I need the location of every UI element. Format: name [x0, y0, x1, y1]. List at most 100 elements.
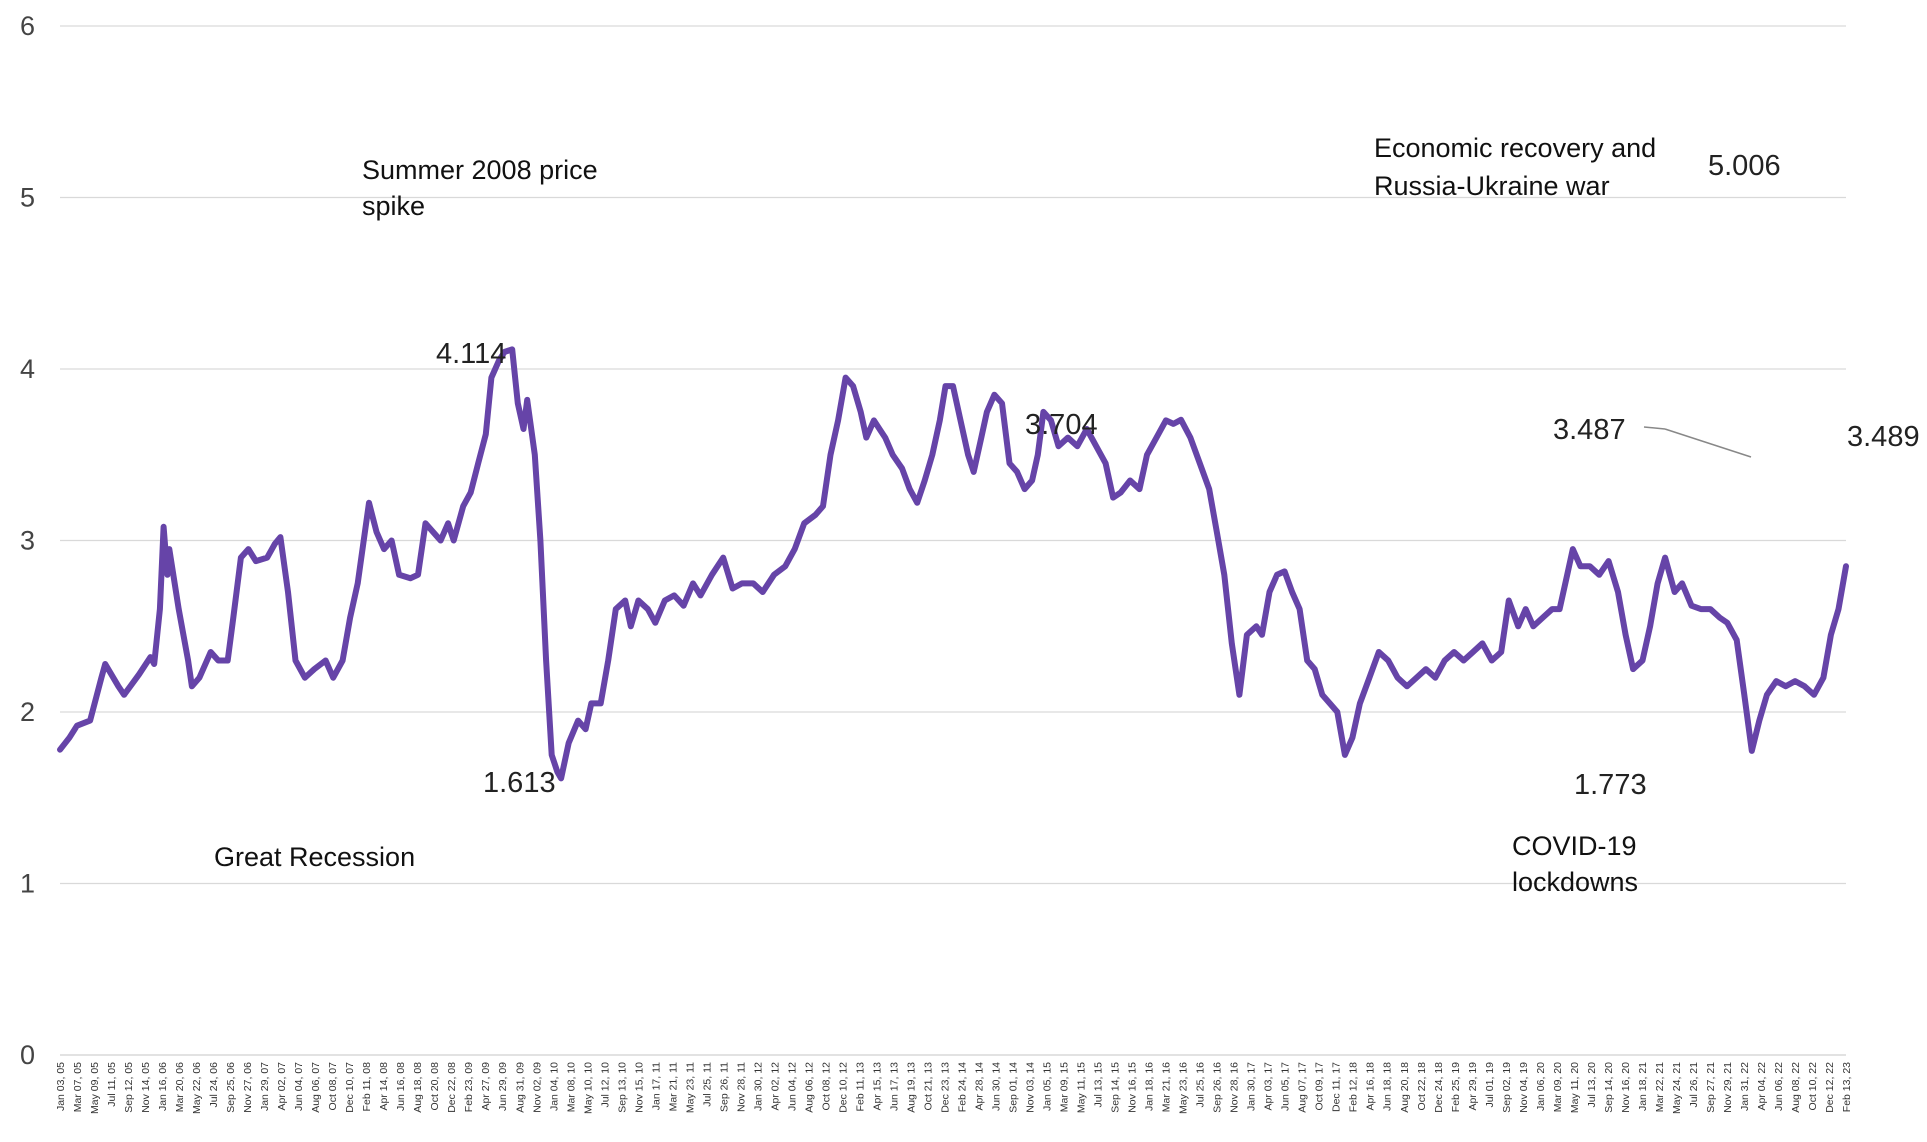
x-tick-label: Feb 23, 09: [463, 1062, 475, 1112]
x-tick-label: Sep 26, 16: [1212, 1062, 1224, 1113]
x-tick-label: Nov 27, 06: [242, 1062, 254, 1113]
x-tick-label: Mar 21, 11: [667, 1062, 679, 1112]
x-tick-label: Feb 11, 08: [361, 1062, 373, 1112]
x-tick-label: Sep 01, 14: [1008, 1062, 1020, 1113]
data-label-trough-2020: 1.773: [1574, 769, 1647, 801]
x-tick-label: Jul 25, 11: [701, 1062, 713, 1107]
annotation-covid: COVID-19 lockdowns: [1512, 831, 1644, 897]
data-label-trough-2008: 1.613: [483, 767, 556, 799]
x-tick-label: Oct 08, 07: [327, 1062, 339, 1111]
x-tick-label: Mar 22, 21: [1654, 1062, 1666, 1112]
y-tick-label: 5: [20, 183, 35, 213]
x-tick-label: Nov 15, 10: [633, 1062, 645, 1113]
x-tick-label: May 22, 06: [191, 1062, 203, 1114]
x-tick-label: Jan 05, 15: [1042, 1062, 1054, 1111]
x-tick-label: Aug 19, 13: [905, 1062, 917, 1113]
x-tick-label: Mar 09, 15: [1059, 1062, 1071, 1112]
y-tick-label: 2: [20, 697, 35, 727]
x-tick-label: Jan 04, 10: [548, 1062, 560, 1111]
y-tick-label: 6: [20, 11, 35, 41]
x-tick-label: Aug 06, 07: [310, 1062, 322, 1113]
x-tick-label: Mar 20, 06: [174, 1062, 186, 1112]
x-tick-label: Mar 09, 20: [1552, 1062, 1564, 1112]
data-label-peak-2008: 4.114: [436, 338, 506, 370]
x-tick-label: Jan 17, 11: [650, 1062, 662, 1110]
x-tick-label: Oct 10, 22: [1807, 1062, 1819, 1111]
x-tick-label: Apr 03, 17: [1263, 1062, 1275, 1111]
x-tick-label: Jun 06, 22: [1773, 1062, 1785, 1111]
annotations: Summer 2008 price spike Great Recession …: [214, 133, 1664, 897]
x-tick-label: May 23, 11: [684, 1062, 696, 1113]
annotation-recovery-war: Economic recovery and Russia-Ukraine war: [1374, 133, 1664, 201]
x-tick-label: Jan 18, 21: [1637, 1062, 1649, 1111]
annotation-summer-2008: Summer 2008 price spike: [362, 155, 605, 221]
x-tick-label: Jan 18, 16: [1144, 1062, 1156, 1111]
y-axis-ticks: 0 1 2 3 4 5 6: [20, 11, 35, 1070]
data-labels: 4.114 1.613 3.704 1.773 3.487 5.006 3.48…: [436, 150, 1920, 801]
data-label-peak-2014: 3.704: [1025, 409, 1098, 441]
x-tick-label: Aug 20, 18: [1399, 1062, 1411, 1113]
x-tick-label: Apr 04, 22: [1756, 1062, 1768, 1111]
x-tick-label: Jul 26, 21: [1688, 1062, 1700, 1108]
data-label-pre-war: 3.487: [1553, 414, 1626, 446]
x-tick-label: Sep 12, 05: [123, 1062, 135, 1113]
x-tick-label: Nov 02, 09: [531, 1062, 543, 1113]
x-tick-label: Nov 03, 14: [1025, 1062, 1037, 1113]
x-tick-label: Oct 20, 08: [429, 1062, 441, 1111]
x-tick-label: Feb 25, 19: [1450, 1062, 1462, 1112]
x-tick-label: May 11, 20: [1569, 1062, 1581, 1113]
x-tick-label: Dec 22, 08: [446, 1062, 458, 1113]
x-tick-label: Jan 03, 05: [55, 1062, 67, 1111]
x-tick-label: Jul 11, 05: [106, 1062, 118, 1107]
x-tick-label: Dec 24, 18: [1433, 1062, 1445, 1113]
x-tick-label: Jun 16, 08: [395, 1062, 407, 1111]
x-tick-label: Jun 04, 12: [786, 1062, 798, 1111]
x-tick-label: Jul 24, 06: [208, 1062, 220, 1108]
x-tick-label: Feb 13, 23: [1841, 1062, 1853, 1112]
x-tick-label: Apr 16, 18: [1365, 1062, 1377, 1111]
x-tick-label: Apr 28, 14: [974, 1062, 986, 1111]
x-tick-label: Apr 02, 07: [276, 1062, 288, 1111]
x-tick-label: Oct 09, 17: [1314, 1062, 1326, 1111]
x-tick-label: Jan 30, 17: [1246, 1062, 1258, 1111]
x-tick-label: Aug 07, 17: [1297, 1062, 1309, 1113]
x-tick-label: Jan 29, 07: [259, 1062, 271, 1111]
x-tick-label: Jul 01, 19: [1484, 1062, 1496, 1108]
x-tick-label: Aug 31, 09: [514, 1062, 526, 1113]
x-tick-label: May 10, 10: [582, 1062, 594, 1114]
x-tick-label: Jan 06, 20: [1535, 1062, 1547, 1111]
x-tick-label: Mar 21, 16: [1161, 1062, 1173, 1112]
x-tick-label: Jul 13, 20: [1586, 1062, 1598, 1108]
x-tick-label: Jun 17, 13: [888, 1062, 900, 1111]
x-tick-label: Oct 21, 13: [922, 1062, 934, 1111]
x-tick-label: Feb 11, 13: [854, 1062, 866, 1112]
x-tick-label: Jan 16, 06: [157, 1062, 169, 1111]
x-tick-label: Aug 06, 12: [803, 1062, 815, 1113]
x-tick-label: Jun 04, 07: [293, 1062, 305, 1111]
x-tick-label: Dec 12, 22: [1824, 1062, 1836, 1113]
x-tick-label: Dec 10, 12: [837, 1062, 849, 1113]
x-tick-label: Sep 14, 20: [1603, 1062, 1615, 1113]
x-tick-label: Aug 08, 22: [1790, 1062, 1802, 1113]
x-tick-label: Apr 02, 12: [769, 1062, 781, 1111]
x-tick-label: Nov 28, 11: [735, 1062, 747, 1112]
y-tick-label: 3: [20, 526, 35, 556]
x-tick-label: Feb 12, 18: [1348, 1062, 1360, 1112]
data-label-last: 3.489: [1847, 421, 1920, 453]
x-tick-label: Dec 23, 13: [939, 1062, 951, 1113]
annotation-line: Summer 2008 price: [362, 155, 598, 185]
callout-leader-line: [1664, 428, 1752, 458]
x-tick-label: Nov 16, 15: [1127, 1062, 1139, 1113]
callout-leader-line: [1643, 426, 1666, 430]
annotation-line: lockdowns: [1512, 867, 1638, 897]
x-tick-label: Jun 18, 18: [1382, 1062, 1394, 1111]
x-tick-label: May 09, 05: [89, 1062, 101, 1114]
x-tick-label: May 23, 16: [1178, 1062, 1190, 1114]
x-tick-label: Nov 28, 16: [1229, 1062, 1241, 1113]
x-tick-label: May 11, 15: [1076, 1062, 1088, 1113]
x-tick-label: Nov 16, 20: [1620, 1062, 1632, 1113]
x-tick-label: Sep 26, 11: [718, 1062, 730, 1112]
x-tick-label: Apr 27, 09: [480, 1062, 492, 1111]
data-label-peak-2022: 5.006: [1708, 150, 1781, 182]
